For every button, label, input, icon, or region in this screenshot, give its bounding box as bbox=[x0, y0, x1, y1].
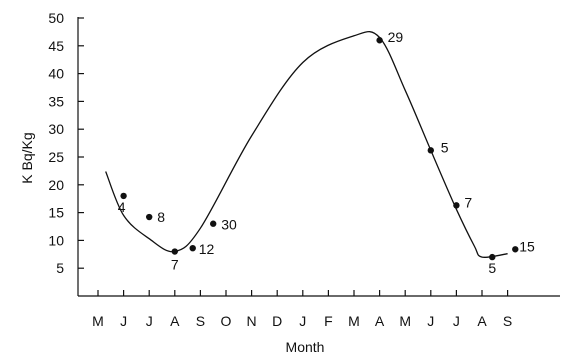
y-axis-title: K Bq/Kg bbox=[19, 132, 35, 183]
data-labels-layer: 4 8 7 12 30 29 5 7 5 15 bbox=[118, 29, 535, 276]
x-tick-label: J bbox=[299, 313, 306, 329]
data-label: 5 bbox=[441, 139, 449, 155]
y-tick-label: 15 bbox=[48, 205, 64, 221]
x-tick-label: S bbox=[196, 313, 205, 329]
y-tick-label: 45 bbox=[48, 38, 64, 54]
x-tick-label: J bbox=[120, 313, 127, 329]
y-tick-label: 35 bbox=[48, 93, 64, 109]
x-axis-title: Month bbox=[286, 339, 325, 355]
x-tick-label: J bbox=[146, 313, 153, 329]
data-point bbox=[427, 147, 434, 154]
x-tick-label: M bbox=[92, 313, 104, 329]
data-label: 4 bbox=[118, 199, 126, 215]
data-point bbox=[453, 202, 460, 209]
trend-curve-layer bbox=[105, 31, 508, 259]
x-tick-label: F bbox=[324, 313, 333, 329]
y-tick-label: 5 bbox=[56, 260, 64, 276]
x-tick-label: N bbox=[247, 313, 257, 329]
data-point bbox=[146, 213, 153, 221]
x-tick-label: J bbox=[427, 313, 434, 329]
trend-curve bbox=[105, 31, 508, 259]
data-label: 5 bbox=[488, 260, 496, 276]
x-tick-label: A bbox=[477, 313, 487, 329]
data-label: 7 bbox=[171, 257, 179, 273]
x-tick-label: M bbox=[399, 313, 411, 329]
data-label: 7 bbox=[464, 194, 472, 210]
data-label: 8 bbox=[157, 209, 165, 225]
data-label: 29 bbox=[388, 29, 404, 45]
data-point bbox=[489, 253, 496, 261]
x-tick-label: A bbox=[170, 313, 180, 329]
x-tick-label: M bbox=[348, 313, 360, 329]
x-tick-label: D bbox=[272, 313, 282, 329]
y-tick-label: 30 bbox=[48, 121, 64, 137]
x-tick-label: A bbox=[375, 313, 385, 329]
y-tick-label: 25 bbox=[48, 149, 64, 165]
y-tick-label: 20 bbox=[48, 177, 64, 193]
x-tick-label: S bbox=[503, 313, 512, 329]
data-point bbox=[189, 244, 196, 252]
data-label: 15 bbox=[519, 238, 535, 254]
x-tick-label: O bbox=[221, 313, 232, 329]
data-point bbox=[210, 220, 217, 227]
data-point bbox=[376, 37, 383, 44]
y-tick-label: 50 bbox=[48, 10, 64, 26]
data-point bbox=[512, 246, 519, 253]
data-point bbox=[120, 192, 127, 200]
data-label: 12 bbox=[199, 241, 215, 257]
y-tick-label: 10 bbox=[48, 232, 64, 248]
y-tick-label: 40 bbox=[48, 66, 64, 82]
data-point bbox=[171, 248, 178, 255]
data-label: 30 bbox=[221, 217, 237, 233]
x-tick-label: J bbox=[453, 313, 460, 329]
data-points-layer bbox=[120, 37, 519, 261]
